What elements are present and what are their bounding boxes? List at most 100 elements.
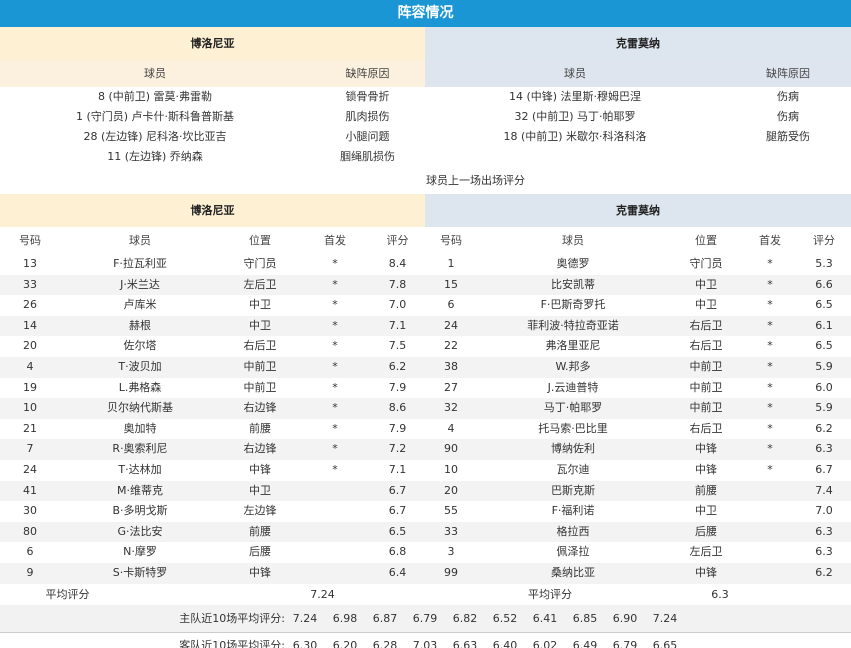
player-position: 前腰 (695, 483, 717, 497)
player-position: 前腰 (249, 524, 271, 538)
injury-reason: 锁骨骨折 (345, 90, 390, 103)
player-position: 守门员 (689, 257, 723, 270)
away-average-value: 6.3 (711, 587, 729, 601)
player-rating: 6.1 (815, 318, 833, 332)
player-position: 左边锋 (243, 504, 277, 518)
home-last10-value: 6.90 (612, 611, 638, 625)
player-number: 1 (447, 257, 455, 270)
player-player: 比安凯蒂 (551, 277, 595, 291)
player-position: 中锋 (249, 565, 271, 579)
player-position: 守门员 (243, 257, 277, 270)
player-number: 27 (444, 380, 458, 394)
starter-header: 首发 (324, 234, 346, 247)
player-position: 前腰 (249, 421, 271, 435)
player-starter (300, 481, 370, 502)
player-player: 瓦尔迪 (556, 462, 590, 476)
player-starter: * (332, 298, 338, 312)
away-last10-value: 6.63 (452, 638, 478, 648)
away-player-entry: 1 奥德罗 守门员 * 5.3 (425, 254, 851, 275)
player-starter: * (332, 462, 338, 476)
player-player: 博纳佐利 (551, 442, 595, 456)
average-row: 平均评分 7.24 平均评分 6.3 (0, 584, 851, 605)
player-rating: 7.0 (388, 298, 407, 312)
player-starter: * (332, 401, 338, 415)
player-number: 7 (26, 442, 34, 456)
page-title: 阵容情况 (0, 0, 851, 27)
player-rating: 7.1 (388, 318, 407, 332)
home-team-name: 博洛尼亚 (190, 37, 235, 50)
player-starter: * (332, 421, 338, 435)
player-starter (300, 542, 370, 563)
injury-reason: 腿筋受伤 (766, 130, 810, 143)
player-row: 10 贝尔纳代斯基 右边锋 * 8.6 32 马丁·帕耶罗 中前卫 * 5.9 (0, 398, 851, 419)
player-number: 30 (23, 504, 37, 518)
player-player: 巴斯克斯 (551, 483, 595, 497)
injury-reason: 小腿问题 (345, 130, 390, 143)
player-starter: * (332, 339, 338, 353)
away-player-entry: 4 托马索·巴比里 右后卫 * 6.2 (425, 419, 851, 440)
player-player: T·波贝加 (118, 359, 162, 373)
player-number: 21 (23, 421, 37, 435)
player-starter (743, 563, 797, 584)
home-player-entry: 30 B·多明戈斯 左边锋 6.7 (0, 501, 425, 522)
player-number: 10 (23, 401, 37, 415)
starter-header: 首发 (759, 234, 781, 247)
player-rating: 5.9 (815, 359, 833, 373)
player-row: 21 奥加特 前腰 * 7.9 4 托马索·巴比里 右后卫 * 6.2 (0, 419, 851, 440)
player-row: 14 赫根 中卫 * 7.1 24 菲利波·特拉奇亚诺 右后卫 * 6.1 (0, 315, 851, 337)
player-rating: 6.5 (815, 298, 833, 312)
home-last10-value: 6.52 (492, 611, 518, 625)
player-row: 7 R·奥索利尼 右边锋 * 7.2 90 博纳佐利 中锋 * 6.3 (0, 439, 851, 460)
away-team-name: 克雷莫纳 (616, 204, 660, 217)
player-player: 奥加特 (123, 421, 157, 435)
player-position: 中卫 (249, 483, 271, 497)
player-number: 24 (23, 462, 37, 476)
player-position: 中前卫 (689, 401, 723, 415)
home-injury-row: 11 (左边锋) 乔纳森 腘绳肌损伤 (0, 147, 425, 167)
player-rating: 7.5 (388, 339, 407, 353)
player-player: 佐尔塔 (123, 339, 157, 353)
player-starter: * (767, 298, 773, 312)
home-player-entry: 4 T·波贝加 中前卫 * 6.2 (0, 357, 425, 378)
home-last10-label: 主队近10场平均评分: (179, 611, 285, 625)
away-player-entry: 20 巴斯克斯 前腰 7.4 (425, 481, 851, 502)
player-position: 右后卫 (689, 318, 723, 332)
away-ratings-header: 号码 球员 位置 首发 评分 (425, 227, 851, 254)
away-reason-header: 缺阵原因 (766, 67, 810, 80)
player-player: 弗洛里亚尼 (545, 339, 601, 353)
away-last10-value: 6.65 (652, 638, 678, 648)
player-number: 4 (26, 359, 34, 373)
player-player: F·巴斯奇罗托 (540, 298, 606, 312)
player-player: T·达林加 (118, 462, 162, 476)
player-starter: * (767, 442, 773, 456)
home-last10-value: 6.82 (452, 611, 478, 625)
home-last10-value: 6.85 (572, 611, 598, 625)
player-rating: 7.2 (388, 442, 407, 456)
player-rating: 5.3 (815, 257, 833, 270)
player-rating: 6.3 (815, 524, 833, 538)
away-last10-row: 客队近10场平均评分: 6.30 6.20 6.28 7.03 6.63 6.40 6.02 6… (0, 631, 851, 648)
away-injury-row: 18 (中前卫) 米歇尔·科洛科洛 腿筋受伤 (425, 127, 851, 147)
player-position: 中卫 (695, 504, 717, 518)
injured-player: 32 (中前卫) 马丁·帕耶罗 (514, 110, 636, 123)
player-position: 左后卫 (243, 277, 277, 291)
home-player-entry: 33 J·米兰达 左后卫 * 7.8 (0, 275, 425, 296)
player-row: 4 T·波贝加 中前卫 * 6.2 38 W.邦多 中前卫 * 5.9 (0, 356, 851, 378)
player-number: 6 (26, 545, 34, 559)
player-number: 19 (23, 380, 37, 394)
away-player-entry: 24 菲利波·特拉奇亚诺 右后卫 * 6.1 (425, 316, 851, 337)
player-row: 26 卢库米 中卫 * 7.0 6 F·巴斯奇罗托 中卫 * 6.5 (0, 295, 851, 316)
home-player-entry: 80 G·法比安 前腰 6.5 (0, 522, 425, 543)
player-number: 33 (444, 524, 458, 538)
injured-player: 18 (中前卫) 米歇尔·科洛科洛 (503, 130, 647, 143)
player-rating: 6.3 (815, 442, 833, 456)
ratings-team-row: 博洛尼亚 克雷莫纳 (0, 194, 851, 227)
away-player-header: 球员 (564, 67, 586, 80)
player-number: 22 (444, 339, 458, 353)
player-rating: 6.8 (388, 545, 407, 559)
home-player-entry: 19 L.弗格森 中前卫 * 7.9 (0, 378, 425, 399)
home-player-header: 球员 (144, 67, 166, 80)
player-player: S·卡斯特罗 (112, 565, 168, 579)
player-row: 24 T·达林加 中锋 * 7.1 10 瓦尔迪 中锋 * 6.7 (0, 460, 851, 481)
player-starter: * (767, 401, 773, 415)
